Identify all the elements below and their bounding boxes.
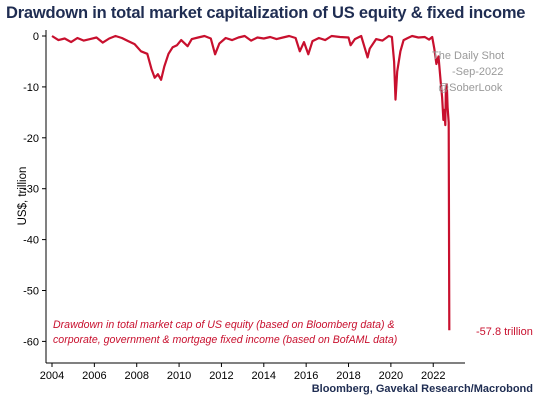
y-tick-label: -40 bbox=[23, 235, 39, 247]
x-tick-label: 2020 bbox=[379, 370, 403, 382]
y-tick-label: -30 bbox=[23, 184, 39, 196]
x-tick-label: 2014 bbox=[252, 370, 276, 382]
x-tick-label: 2006 bbox=[82, 370, 106, 382]
watermark-handle: @SoberLook bbox=[438, 82, 503, 94]
x-tick-label: 2008 bbox=[124, 370, 148, 382]
y-tick-label: -60 bbox=[23, 336, 39, 348]
y-tick-label: -20 bbox=[23, 133, 39, 145]
series-line-0 bbox=[51, 34, 451, 331]
chart-title: Drawdown in total market capitalization … bbox=[6, 4, 526, 22]
y-tick-label: 0 bbox=[33, 31, 39, 43]
x-tick-label: 2018 bbox=[336, 370, 360, 382]
end-value-label: -57.8 trillion bbox=[476, 326, 533, 338]
watermark-date: -Sep-2022 bbox=[452, 66, 504, 78]
y-tick-label: -10 bbox=[23, 82, 39, 94]
source-credit: Bloomberg, Gavekal Research/Macrobond bbox=[311, 383, 533, 395]
y-tick-label: -50 bbox=[23, 286, 39, 298]
x-tick-label: 2016 bbox=[294, 370, 318, 382]
x-tick-label: 2012 bbox=[209, 370, 233, 382]
annotation-line-2: corporate, government & mortgage fixed i… bbox=[53, 334, 398, 346]
x-tick-label: 2010 bbox=[167, 370, 191, 382]
series-annotation: Drawdown in total market cap of US equit… bbox=[53, 318, 397, 348]
y-axis-label: US$, trillion bbox=[17, 166, 29, 226]
x-tick-label: 2004 bbox=[40, 370, 64, 382]
x-tick-label: 2022 bbox=[421, 370, 445, 382]
annotation-line-1: Drawdown in total market cap of US equit… bbox=[53, 319, 395, 331]
watermark-text: The Daily Shot bbox=[432, 50, 505, 62]
